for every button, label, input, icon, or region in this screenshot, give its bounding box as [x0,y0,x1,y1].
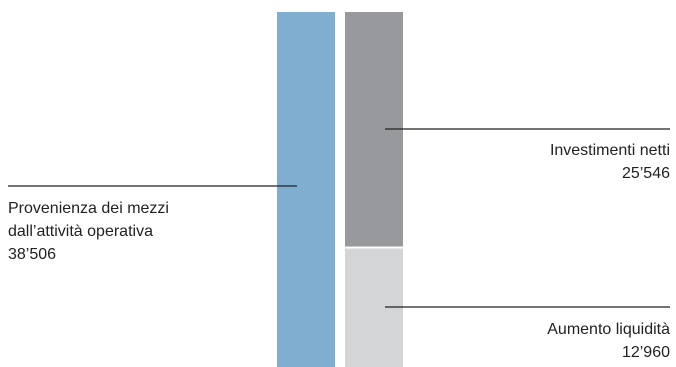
value-net-investments: 25’546 [621,165,670,182]
value-operating-cash-flow: 38’506 [8,246,57,263]
label-liquidity-increase-name: Aumento liquidità [547,321,670,338]
label-liquidity-increase: Aumento liquidità 12’960 [547,318,670,364]
bar-operating-cash-flow [277,12,335,367]
label-net-investments-name: Investimenti netti [549,142,670,159]
value-liquidity-increase: 12’960 [621,344,670,361]
label-operating-cash-flow: Provenienza dei mezzi dall’attività oper… [8,197,169,266]
label-net-investments: Investimenti netti 25’546 [550,139,670,185]
bar-liquidity-increase [345,248,403,367]
label-operating-cash-flow-line2: dall’attività operativa [8,223,153,240]
label-operating-cash-flow-line1: Provenienza dei mezzi [8,200,169,217]
